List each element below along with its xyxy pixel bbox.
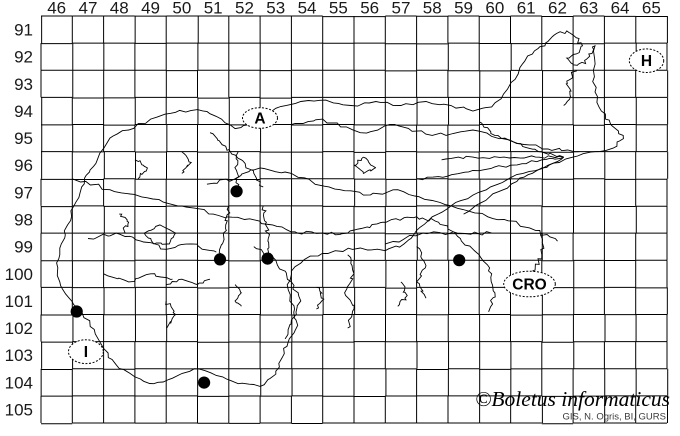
svg-text:H: H xyxy=(641,53,652,70)
svg-text:49: 49 xyxy=(141,0,160,18)
svg-text:63: 63 xyxy=(579,0,598,18)
svg-text:101: 101 xyxy=(5,292,33,311)
svg-text:100: 100 xyxy=(5,265,33,284)
svg-text:91: 91 xyxy=(14,21,33,40)
svg-text:51: 51 xyxy=(204,0,223,18)
svg-text:46: 46 xyxy=(47,0,66,18)
svg-text:65: 65 xyxy=(642,0,661,18)
svg-text:59: 59 xyxy=(454,0,473,18)
svg-text:94: 94 xyxy=(14,102,33,121)
svg-text:102: 102 xyxy=(5,319,33,338)
svg-text:I: I xyxy=(84,344,88,361)
svg-text:98: 98 xyxy=(14,211,33,230)
svg-text:104: 104 xyxy=(5,373,33,392)
svg-text:©Boletus informaticus: ©Boletus informaticus xyxy=(475,387,670,411)
svg-text:50: 50 xyxy=(172,0,191,18)
svg-text:56: 56 xyxy=(360,0,379,18)
svg-text:55: 55 xyxy=(329,0,348,18)
svg-text:93: 93 xyxy=(14,75,33,94)
svg-text:62: 62 xyxy=(548,0,567,18)
svg-text:48: 48 xyxy=(110,0,129,18)
svg-text:96: 96 xyxy=(14,156,33,175)
svg-text:GIS, N. Ogris, BI, GURS: GIS, N. Ogris, BI, GURS xyxy=(563,412,666,423)
svg-text:105: 105 xyxy=(5,400,33,419)
svg-text:97: 97 xyxy=(14,183,33,202)
svg-text:54: 54 xyxy=(298,0,317,18)
svg-text:64: 64 xyxy=(611,0,630,18)
svg-text:103: 103 xyxy=(5,346,33,365)
svg-text:52: 52 xyxy=(235,0,254,18)
svg-text:92: 92 xyxy=(14,48,33,67)
svg-text:99: 99 xyxy=(14,238,33,257)
svg-text:53: 53 xyxy=(266,0,285,18)
svg-text:57: 57 xyxy=(391,0,410,18)
svg-text:47: 47 xyxy=(78,0,97,18)
svg-text:60: 60 xyxy=(485,0,504,18)
svg-text:58: 58 xyxy=(423,0,442,18)
svg-text:95: 95 xyxy=(14,129,33,148)
svg-text:61: 61 xyxy=(517,0,536,18)
svg-text:A: A xyxy=(254,111,265,128)
svg-text:CRO: CRO xyxy=(512,277,546,294)
